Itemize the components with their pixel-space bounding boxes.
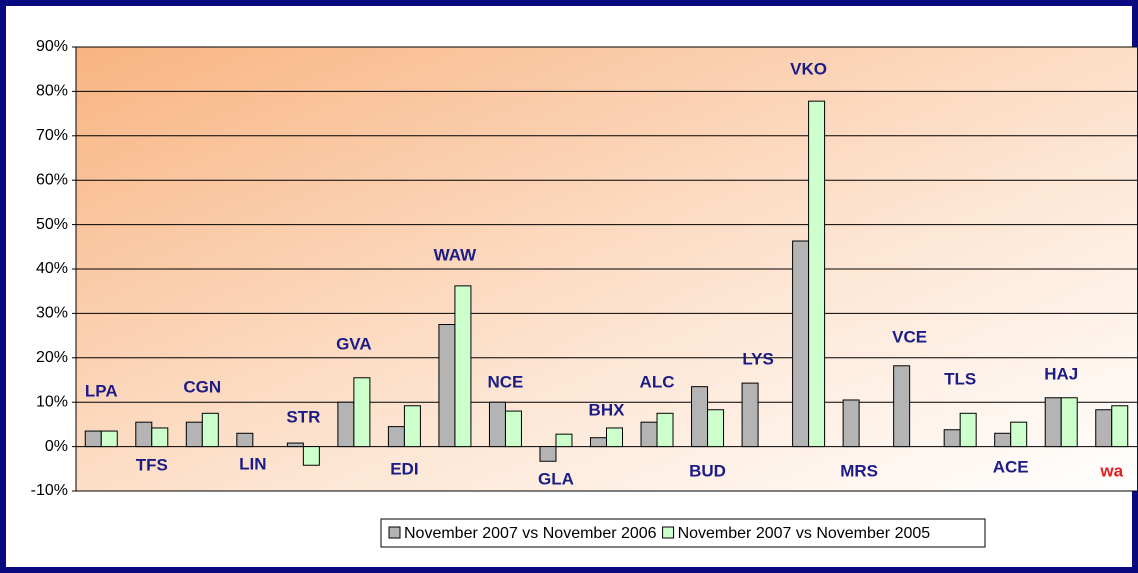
- bar: [606, 427, 623, 448]
- bar: [302, 446, 320, 466]
- bar: [943, 429, 961, 448]
- category-label: NCE: [487, 372, 523, 391]
- legend-label: November 2007 vs November 2005: [678, 525, 931, 542]
- category-label: STR: [286, 407, 320, 426]
- bar: [555, 433, 573, 448]
- bar: [808, 100, 826, 448]
- bar: [387, 426, 405, 448]
- category-label: HAJ: [1044, 364, 1078, 383]
- bar: [707, 409, 725, 448]
- bar: [792, 240, 810, 448]
- category-label: LPA: [85, 381, 118, 400]
- bar: [403, 405, 421, 448]
- category-label: LYS: [742, 349, 774, 368]
- bar: [1044, 397, 1062, 448]
- y-tick-label: 40%: [36, 260, 68, 277]
- bar: [438, 324, 456, 448]
- bar: [656, 412, 674, 448]
- category-label: ACE: [993, 457, 1029, 476]
- category-label: GLA: [538, 469, 574, 488]
- y-tick-label: 50%: [36, 216, 68, 233]
- bar: [454, 285, 472, 448]
- bar: [84, 430, 102, 448]
- bar: [100, 430, 118, 448]
- bar: [741, 382, 759, 448]
- category-label: WAW: [434, 245, 477, 264]
- category-label: ALC: [640, 372, 675, 391]
- bar: [337, 401, 355, 448]
- bar: [640, 421, 658, 448]
- bar: [539, 446, 557, 462]
- bar: [1010, 421, 1028, 448]
- legend-box: [380, 518, 986, 548]
- y-tick-label: -10%: [31, 482, 68, 499]
- bar: [353, 377, 371, 448]
- legend-swatch: [662, 526, 675, 539]
- bar: [1111, 405, 1129, 448]
- bar: [504, 410, 522, 448]
- y-tick-label: 60%: [36, 171, 68, 188]
- bar: [185, 421, 203, 448]
- category-label: VCE: [892, 327, 927, 346]
- category-label: MRS: [840, 461, 878, 480]
- bar: [236, 432, 254, 448]
- category-label: TFS: [136, 455, 168, 474]
- y-tick-label: 20%: [36, 349, 68, 366]
- bar: [201, 412, 219, 448]
- bar: [488, 401, 506, 448]
- bar: [842, 399, 860, 448]
- legend-label: November 2007 vs November 2006: [404, 525, 657, 542]
- bar: [893, 365, 911, 448]
- category-label: VKO: [790, 59, 827, 78]
- category-label: TLS: [944, 369, 976, 388]
- category-label: GVA: [336, 334, 372, 353]
- y-tick-label: 10%: [36, 393, 68, 410]
- bar: [994, 432, 1012, 448]
- category-label: LIN: [239, 454, 266, 473]
- legend-swatch: [388, 526, 401, 539]
- bar: [135, 421, 153, 448]
- bar: [691, 386, 709, 448]
- category-label: CGN: [183, 377, 221, 396]
- bar: [590, 437, 607, 448]
- category-label: EDI: [390, 459, 418, 478]
- y-tick-label: 70%: [36, 127, 68, 144]
- y-tick-label: 30%: [36, 305, 68, 322]
- category-label: wa: [1099, 461, 1123, 480]
- bar: [1060, 397, 1078, 448]
- category-label: BUD: [689, 461, 726, 480]
- category-label: BHX: [589, 400, 626, 419]
- bar: [286, 442, 304, 448]
- bar: [151, 427, 169, 448]
- y-tick-label: 80%: [36, 83, 68, 100]
- y-tick-label: 90%: [36, 38, 68, 55]
- y-tick-label: 0%: [45, 438, 68, 455]
- bar: [1095, 409, 1113, 448]
- bar: [959, 412, 977, 448]
